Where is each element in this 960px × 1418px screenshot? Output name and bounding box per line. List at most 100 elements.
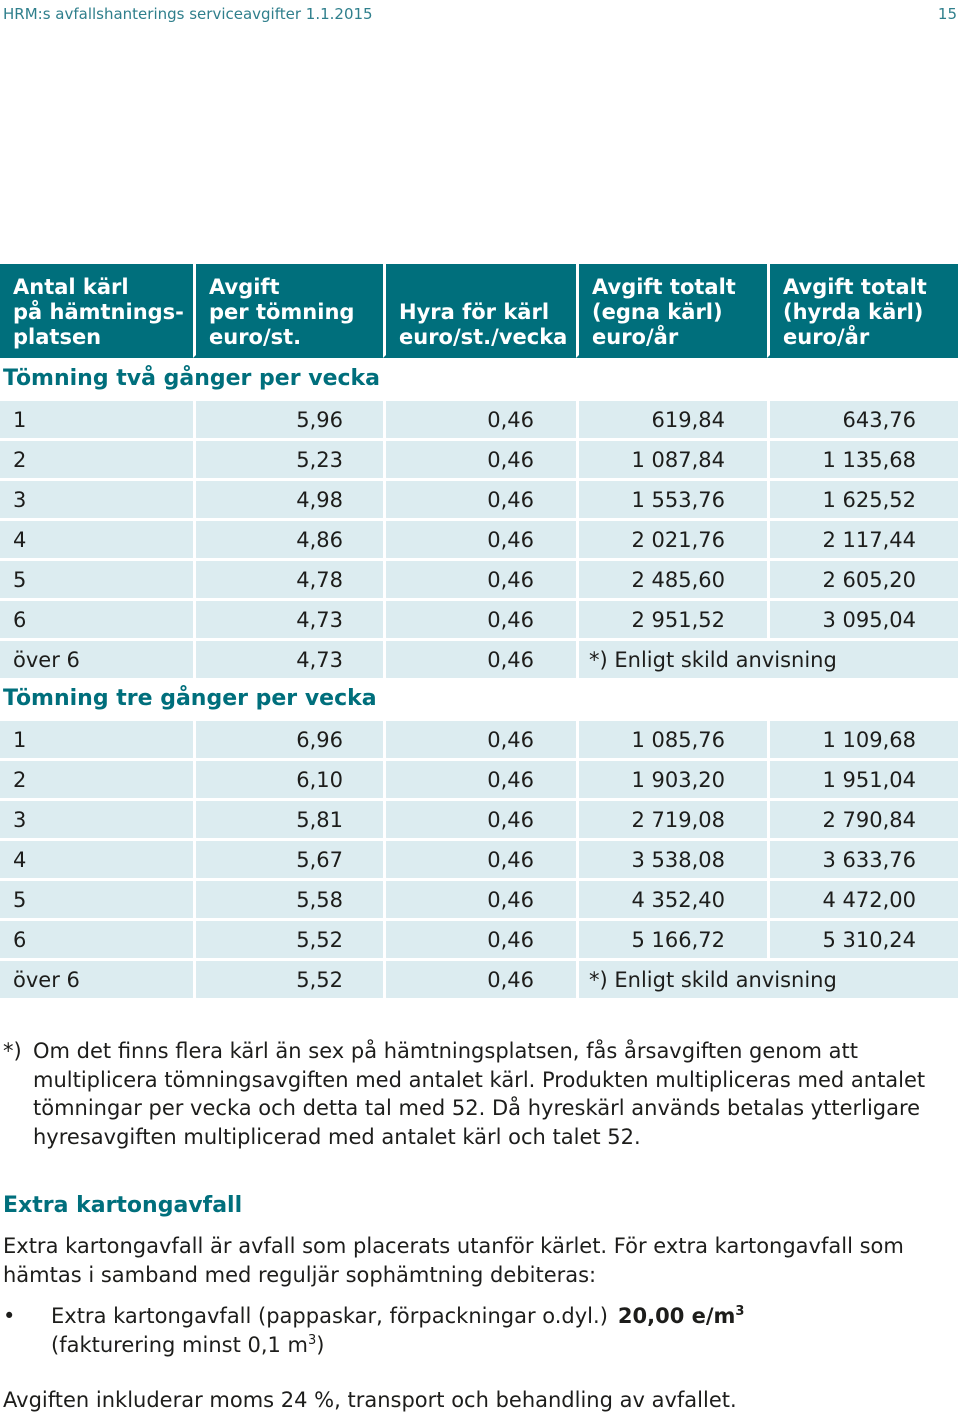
table-cell: 5,67	[193, 838, 383, 878]
header-antal-karl: Antal kärl på hämtnings- platsen	[0, 264, 193, 358]
table-row: 6 4,73 0,46 2 951,52 3 095,04	[0, 598, 958, 638]
extra-section-title: Extra kartongavfall	[3, 1193, 243, 1218]
table-row: 2 6,10 0,46 1 903,20 1 951,04	[0, 758, 958, 798]
bullet-note: (fakturering minst 0,1 m3)	[51, 1331, 943, 1360]
section-title: Tömning två gånger per vecka	[0, 358, 958, 398]
header-line: (hyrda kärl)	[783, 300, 924, 324]
table-cell: 0,46	[383, 958, 576, 998]
table-cell: 2 117,44	[767, 518, 958, 558]
header-line: Avgift totalt	[783, 275, 927, 299]
table-cell: 4,98	[193, 478, 383, 518]
table-cell: 0,46	[383, 878, 576, 918]
table-cell: 5	[0, 558, 193, 598]
table-row: 4 5,67 0,46 3 538,08 3 633,76	[0, 838, 958, 878]
table-cell: över 6	[0, 638, 193, 678]
table-cell: 5	[0, 878, 193, 918]
header-line: euro/st.	[209, 325, 302, 349]
section-title: Tömning tre gånger per vecka	[0, 678, 958, 718]
table-cell: 0,46	[383, 398, 576, 438]
table-cell: 0,46	[383, 838, 576, 878]
table-cell: 0,46	[383, 638, 576, 678]
table-row: 1 5,96 0,46 619,84 643,76	[0, 398, 958, 438]
table-cell: 5,81	[193, 798, 383, 838]
table-row: 6 5,52 0,46 5 166,72 5 310,24	[0, 918, 958, 958]
table-cell: 5,58	[193, 878, 383, 918]
table-row: 5 5,58 0,46 4 352,40 4 472,00	[0, 878, 958, 918]
bullet-note-end: )	[316, 1333, 325, 1357]
table-cell: 4	[0, 518, 193, 558]
table-cell: 5 310,24	[767, 918, 958, 958]
table-cell: 1	[0, 398, 193, 438]
table-cell: 0,46	[383, 518, 576, 558]
table-cell: 0,46	[383, 718, 576, 758]
table-cell: 1 553,76	[576, 478, 767, 518]
table-row: över 6 5,52 0,46 *) Enligt skild anvisning	[0, 958, 958, 998]
header-hyra-for-karl: Hyra för kärl euro/st./vecka	[383, 264, 576, 358]
table-cell: 6,96	[193, 718, 383, 758]
table-cell: 4,73	[193, 598, 383, 638]
table-cell: 4,78	[193, 558, 383, 598]
table-cell: 1 951,04	[767, 758, 958, 798]
extra-description-line: hämtas i samband med reguljär sophämtnin…	[3, 1262, 597, 1287]
table-cell: 1 625,52	[767, 478, 958, 518]
header-line: euro/st./vecka	[399, 325, 568, 349]
bullet-text: Extra kartongavfall (pappaskar, förpackn…	[51, 1304, 608, 1328]
table-row: 1 6,96 0,46 1 085,76 1 109,68	[0, 718, 958, 758]
header-line: euro/år	[592, 325, 679, 349]
table-cell: 2 605,20	[767, 558, 958, 598]
table-cell: 0,46	[383, 438, 576, 478]
table-cell: 0,46	[383, 598, 576, 638]
table-cell: 0,46	[383, 798, 576, 838]
table-cell: 2	[0, 758, 193, 798]
table-cell: 3 538,08	[576, 838, 767, 878]
bullet-note-sup: 3	[308, 1333, 317, 1348]
section-row: Tömning två gånger per vecka	[0, 358, 958, 398]
page-number: 15	[937, 5, 957, 23]
table-row: över 6 4,73 0,46 *) Enligt skild anvisning	[0, 638, 958, 678]
table-cell: över 6	[0, 958, 193, 998]
table-row: 3 5,81 0,46 2 719,08 2 790,84	[0, 798, 958, 838]
table-cell: 1	[0, 718, 193, 758]
table-cell: 6	[0, 598, 193, 638]
footnote-line: tömningar per vecka och detta tal med 52…	[33, 1096, 921, 1121]
table-cell: 5,96	[193, 398, 383, 438]
table-cell: 3	[0, 798, 193, 838]
table-cell: 2 021,76	[576, 518, 767, 558]
table-cell: 2 719,08	[576, 798, 767, 838]
table-body: Tömning två gånger per vecka 1 5,96 0,46 619…	[0, 358, 958, 998]
table-cell: 3 095,04	[767, 598, 958, 638]
header-line: euro/år	[783, 325, 870, 349]
running-header: HRM:s avfallshanterings serviceavgifter …	[3, 5, 373, 23]
table-note-cell: *) Enligt skild anvisning	[576, 638, 958, 678]
table-cell: 0,46	[383, 758, 576, 798]
table-cell: 0,46	[383, 478, 576, 518]
bullet-note-text: (fakturering minst 0,1 m	[51, 1333, 309, 1357]
table-cell: 4 352,40	[576, 878, 767, 918]
table-cell: 1 087,84	[576, 438, 767, 478]
table-cell: 2	[0, 438, 193, 478]
table-cell: 6,10	[193, 758, 383, 798]
header-line: platsen	[13, 325, 102, 349]
bullet-marker: •	[3, 1304, 16, 1328]
header-line: per tömning	[209, 300, 355, 324]
header-avgift-totalt-egna: Avgift totalt (egna kärl) euro/år	[576, 264, 767, 358]
table-cell: 2 790,84	[767, 798, 958, 838]
table-row: 2 5,23 0,46 1 087,84 1 135,68	[0, 438, 958, 478]
table-row: 5 4,78 0,46 2 485,60 2 605,20	[0, 558, 958, 598]
table-cell: 6	[0, 918, 193, 958]
bullet-price: 20,00 e/m3	[618, 1304, 745, 1328]
fee-table: Antal kärl på hämtnings- platsen Avgift …	[0, 264, 958, 998]
table-cell: 3	[0, 478, 193, 518]
table-cell: 643,76	[767, 398, 958, 438]
header-line: på hämtnings-	[13, 300, 184, 324]
table-cell: 5,52	[193, 918, 383, 958]
table-cell: 619,84	[576, 398, 767, 438]
table-row: 4 4,86 0,46 2 021,76 2 117,44	[0, 518, 958, 558]
table-cell: 0,46	[383, 918, 576, 958]
table-row: 3 4,98 0,46 1 553,76 1 625,52	[0, 478, 958, 518]
table-cell: 4 472,00	[767, 878, 958, 918]
table-cell: 0,46	[383, 558, 576, 598]
extra-description: Extra kartongavfall är avfall som placer…	[3, 1232, 943, 1289]
header-avgift-totalt-hyrda: Avgift totalt (hyrda kärl) euro/år	[767, 264, 958, 358]
footnote-line: multiplicera tömningsavgiften med antale…	[33, 1067, 926, 1092]
